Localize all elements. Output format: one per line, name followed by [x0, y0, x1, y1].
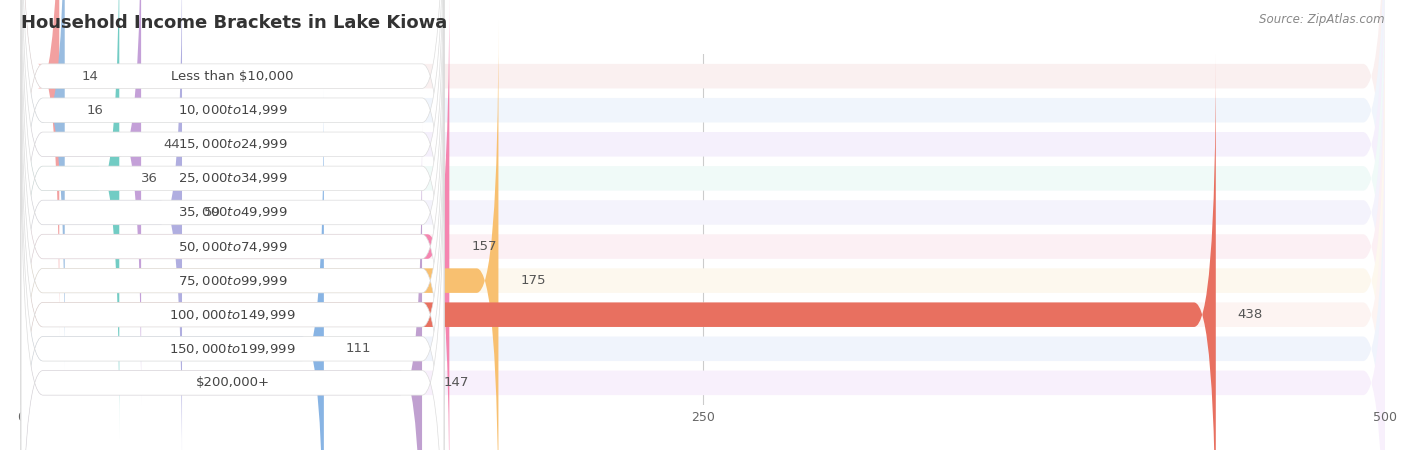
Text: 44: 44 — [163, 138, 180, 151]
Text: $35,000 to $49,999: $35,000 to $49,999 — [177, 206, 287, 220]
FancyBboxPatch shape — [21, 0, 120, 439]
FancyBboxPatch shape — [21, 0, 1385, 450]
Text: $75,000 to $99,999: $75,000 to $99,999 — [177, 274, 287, 288]
Text: $15,000 to $24,999: $15,000 to $24,999 — [177, 137, 287, 151]
FancyBboxPatch shape — [21, 88, 323, 450]
FancyBboxPatch shape — [21, 0, 1385, 371]
FancyBboxPatch shape — [21, 20, 499, 450]
FancyBboxPatch shape — [21, 122, 422, 450]
FancyBboxPatch shape — [21, 54, 444, 450]
FancyBboxPatch shape — [21, 88, 444, 450]
Text: 438: 438 — [1237, 308, 1263, 321]
FancyBboxPatch shape — [21, 0, 181, 450]
FancyBboxPatch shape — [21, 122, 444, 450]
Text: $25,000 to $34,999: $25,000 to $34,999 — [177, 171, 287, 185]
Text: Source: ZipAtlas.com: Source: ZipAtlas.com — [1260, 14, 1385, 27]
Text: 59: 59 — [204, 206, 221, 219]
FancyBboxPatch shape — [21, 122, 1385, 450]
FancyBboxPatch shape — [21, 0, 444, 439]
FancyBboxPatch shape — [21, 0, 444, 405]
FancyBboxPatch shape — [21, 0, 444, 371]
Text: Less than $10,000: Less than $10,000 — [172, 70, 294, 83]
FancyBboxPatch shape — [21, 20, 444, 450]
FancyBboxPatch shape — [21, 0, 444, 450]
FancyBboxPatch shape — [21, 0, 1385, 450]
Text: 16: 16 — [87, 104, 104, 117]
FancyBboxPatch shape — [21, 88, 1385, 450]
FancyBboxPatch shape — [21, 54, 1216, 450]
FancyBboxPatch shape — [21, 0, 444, 450]
FancyBboxPatch shape — [21, 0, 65, 371]
Text: $150,000 to $199,999: $150,000 to $199,999 — [169, 342, 295, 356]
FancyBboxPatch shape — [21, 0, 450, 450]
Text: 175: 175 — [520, 274, 546, 287]
Text: $100,000 to $149,999: $100,000 to $149,999 — [169, 308, 295, 322]
Text: 111: 111 — [346, 342, 371, 355]
FancyBboxPatch shape — [21, 0, 1385, 337]
Text: 157: 157 — [471, 240, 496, 253]
Text: 14: 14 — [82, 70, 98, 83]
Text: 147: 147 — [444, 376, 470, 389]
Text: Household Income Brackets in Lake Kiowa: Household Income Brackets in Lake Kiowa — [21, 14, 447, 32]
Text: 36: 36 — [141, 172, 157, 185]
FancyBboxPatch shape — [21, 54, 1385, 450]
FancyBboxPatch shape — [21, 0, 1385, 405]
Text: $10,000 to $14,999: $10,000 to $14,999 — [177, 103, 287, 117]
FancyBboxPatch shape — [21, 0, 444, 337]
Text: $200,000+: $200,000+ — [195, 376, 270, 389]
FancyBboxPatch shape — [21, 20, 1385, 450]
FancyBboxPatch shape — [21, 0, 141, 405]
FancyBboxPatch shape — [21, 0, 59, 337]
Text: $50,000 to $74,999: $50,000 to $74,999 — [177, 239, 287, 253]
FancyBboxPatch shape — [21, 0, 1385, 439]
